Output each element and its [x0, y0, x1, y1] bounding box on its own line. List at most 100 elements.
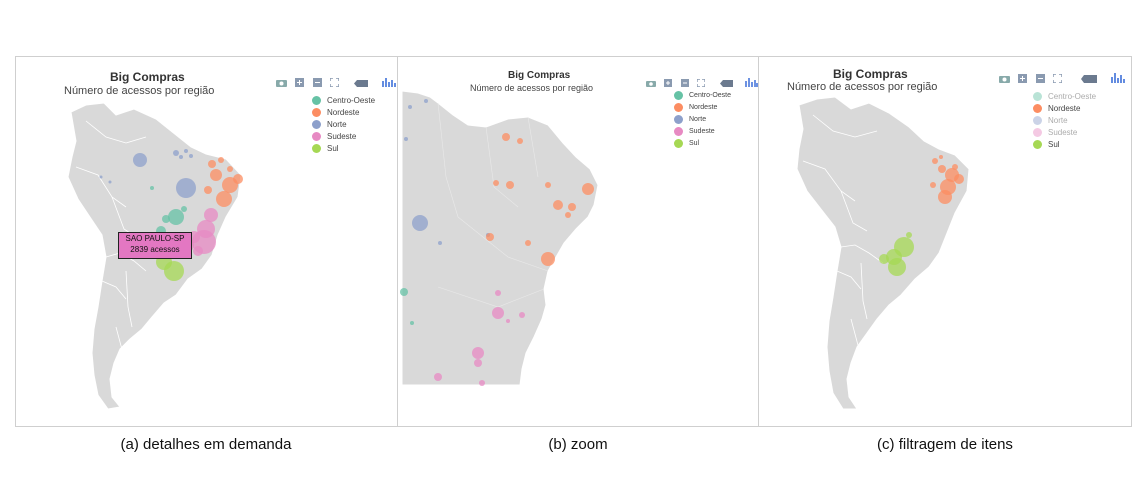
- city-bubble[interactable]: [150, 186, 154, 190]
- legend-item-centro-oeste[interactable]: Centro-Oeste: [674, 89, 731, 101]
- city-bubble[interactable]: [954, 174, 964, 184]
- city-bubble[interactable]: [553, 200, 563, 210]
- city-bubble[interactable]: [930, 182, 936, 188]
- camera-icon[interactable]: [999, 70, 1010, 88]
- city-bubble[interactable]: [472, 347, 484, 359]
- tag-icon[interactable]: [719, 74, 733, 92]
- plotly-logo-icon[interactable]: [382, 74, 397, 92]
- camera-icon[interactable]: [646, 74, 656, 92]
- city-bubble[interactable]: [932, 158, 938, 164]
- legend-item-sul[interactable]: Sul: [674, 137, 731, 149]
- legend-item-sul[interactable]: Sul: [1033, 138, 1096, 150]
- city-bubble[interactable]: [519, 312, 525, 318]
- city-bubble[interactable]: [952, 164, 958, 170]
- city-bubble[interactable]: [495, 290, 501, 296]
- city-bubble[interactable]: [939, 155, 943, 159]
- city-bubble[interactable]: [938, 190, 952, 204]
- legend-item-centro-oeste[interactable]: Centro-Oeste: [1033, 90, 1096, 102]
- city-bubble[interactable]: [173, 150, 179, 156]
- city-bubble[interactable]: [408, 105, 412, 109]
- city-bubble[interactable]: [906, 232, 912, 238]
- legend: Centro-Oeste Nordeste Norte Sudeste Sul: [1033, 90, 1096, 150]
- city-bubble[interactable]: [506, 319, 510, 323]
- tag-icon[interactable]: [353, 74, 368, 92]
- legend-marker-icon: [674, 90, 683, 100]
- city-bubble[interactable]: [227, 166, 233, 172]
- legend-item-sul[interactable]: Sul: [312, 142, 375, 154]
- city-bubble[interactable]: [492, 307, 504, 319]
- city-bubble[interactable]: [179, 155, 183, 159]
- map-canvas[interactable]: [398, 57, 760, 428]
- city-bubble[interactable]: [486, 233, 494, 241]
- map-canvas[interactable]: [759, 57, 1133, 428]
- zoom-in-icon[interactable]: [295, 74, 305, 92]
- legend-item-nordeste[interactable]: Nordeste: [1033, 102, 1096, 114]
- legend-marker-icon: [674, 114, 683, 124]
- city-bubble[interactable]: [400, 288, 408, 296]
- bubble-layer[interactable]: [879, 155, 964, 276]
- city-bubble[interactable]: [888, 258, 906, 276]
- city-bubble[interactable]: [438, 241, 442, 245]
- city-bubble[interactable]: [493, 180, 499, 186]
- city-bubble[interactable]: [164, 261, 184, 281]
- city-bubble[interactable]: [184, 149, 188, 153]
- city-bubble[interactable]: [545, 182, 551, 188]
- zoom-in-icon[interactable]: [1018, 70, 1028, 88]
- legend-item-norte[interactable]: Norte: [312, 118, 375, 130]
- zoom-out-icon[interactable]: [312, 74, 322, 92]
- brazil-zoomed-land: [401, 90, 599, 386]
- city-bubble[interactable]: [204, 208, 218, 222]
- city-bubble[interactable]: [108, 180, 112, 184]
- legend-item-centro-oeste[interactable]: Centro-Oeste: [312, 94, 375, 106]
- city-bubble[interactable]: [168, 209, 184, 225]
- legend-item-nordeste[interactable]: Nordeste: [674, 101, 731, 113]
- city-bubble[interactable]: [434, 373, 442, 381]
- city-bubble[interactable]: [565, 212, 571, 218]
- camera-icon[interactable]: [276, 74, 287, 92]
- city-bubble[interactable]: [582, 183, 594, 195]
- legend-label: Centro-Oeste: [327, 95, 376, 105]
- legend-item-nordeste[interactable]: Nordeste: [312, 106, 375, 118]
- city-bubble[interactable]: [210, 169, 222, 181]
- legend-item-sudeste[interactable]: Sudeste: [674, 125, 731, 137]
- city-bubble[interactable]: [218, 157, 224, 163]
- zoom-in-icon[interactable]: [664, 74, 673, 92]
- city-bubble[interactable]: [216, 191, 232, 207]
- city-bubble[interactable]: [424, 99, 428, 103]
- bubble-layer[interactable]: [400, 99, 594, 386]
- tag-icon[interactable]: [1080, 70, 1097, 88]
- city-bubble[interactable]: [133, 153, 147, 167]
- legend-item-norte[interactable]: Norte: [674, 113, 731, 125]
- city-bubble[interactable]: [99, 175, 103, 179]
- city-bubble[interactable]: [517, 138, 523, 144]
- city-bubble[interactable]: [208, 160, 216, 168]
- city-bubble[interactable]: [410, 321, 414, 325]
- city-bubble[interactable]: [879, 254, 889, 264]
- city-bubble[interactable]: [233, 174, 243, 184]
- city-bubble[interactable]: [404, 137, 408, 141]
- city-bubble[interactable]: [193, 246, 203, 256]
- city-bubble[interactable]: [162, 215, 170, 223]
- city-bubble[interactable]: [525, 240, 531, 246]
- city-bubble[interactable]: [181, 206, 187, 212]
- autoscale-icon[interactable]: [329, 74, 341, 92]
- plotly-logo-icon[interactable]: [745, 74, 759, 92]
- zoom-out-icon[interactable]: [680, 74, 689, 92]
- city-bubble[interactable]: [502, 133, 510, 141]
- city-bubble[interactable]: [204, 186, 212, 194]
- legend-item-norte[interactable]: Norte: [1033, 114, 1096, 126]
- city-bubble[interactable]: [176, 178, 196, 198]
- city-bubble[interactable]: [506, 181, 514, 189]
- city-bubble[interactable]: [479, 380, 485, 386]
- city-bubble[interactable]: [189, 154, 193, 158]
- legend-item-sudeste[interactable]: Sudeste: [312, 130, 375, 142]
- city-bubble[interactable]: [541, 252, 555, 266]
- city-bubble[interactable]: [412, 215, 428, 231]
- legend-item-sudeste[interactable]: Sudeste: [1033, 126, 1096, 138]
- city-bubble[interactable]: [938, 165, 946, 173]
- city-bubble[interactable]: [474, 359, 482, 367]
- city-bubble[interactable]: [568, 203, 576, 211]
- autoscale-icon[interactable]: [1052, 70, 1064, 88]
- plotly-logo-icon[interactable]: [1111, 70, 1126, 88]
- zoom-out-icon[interactable]: [1035, 70, 1045, 88]
